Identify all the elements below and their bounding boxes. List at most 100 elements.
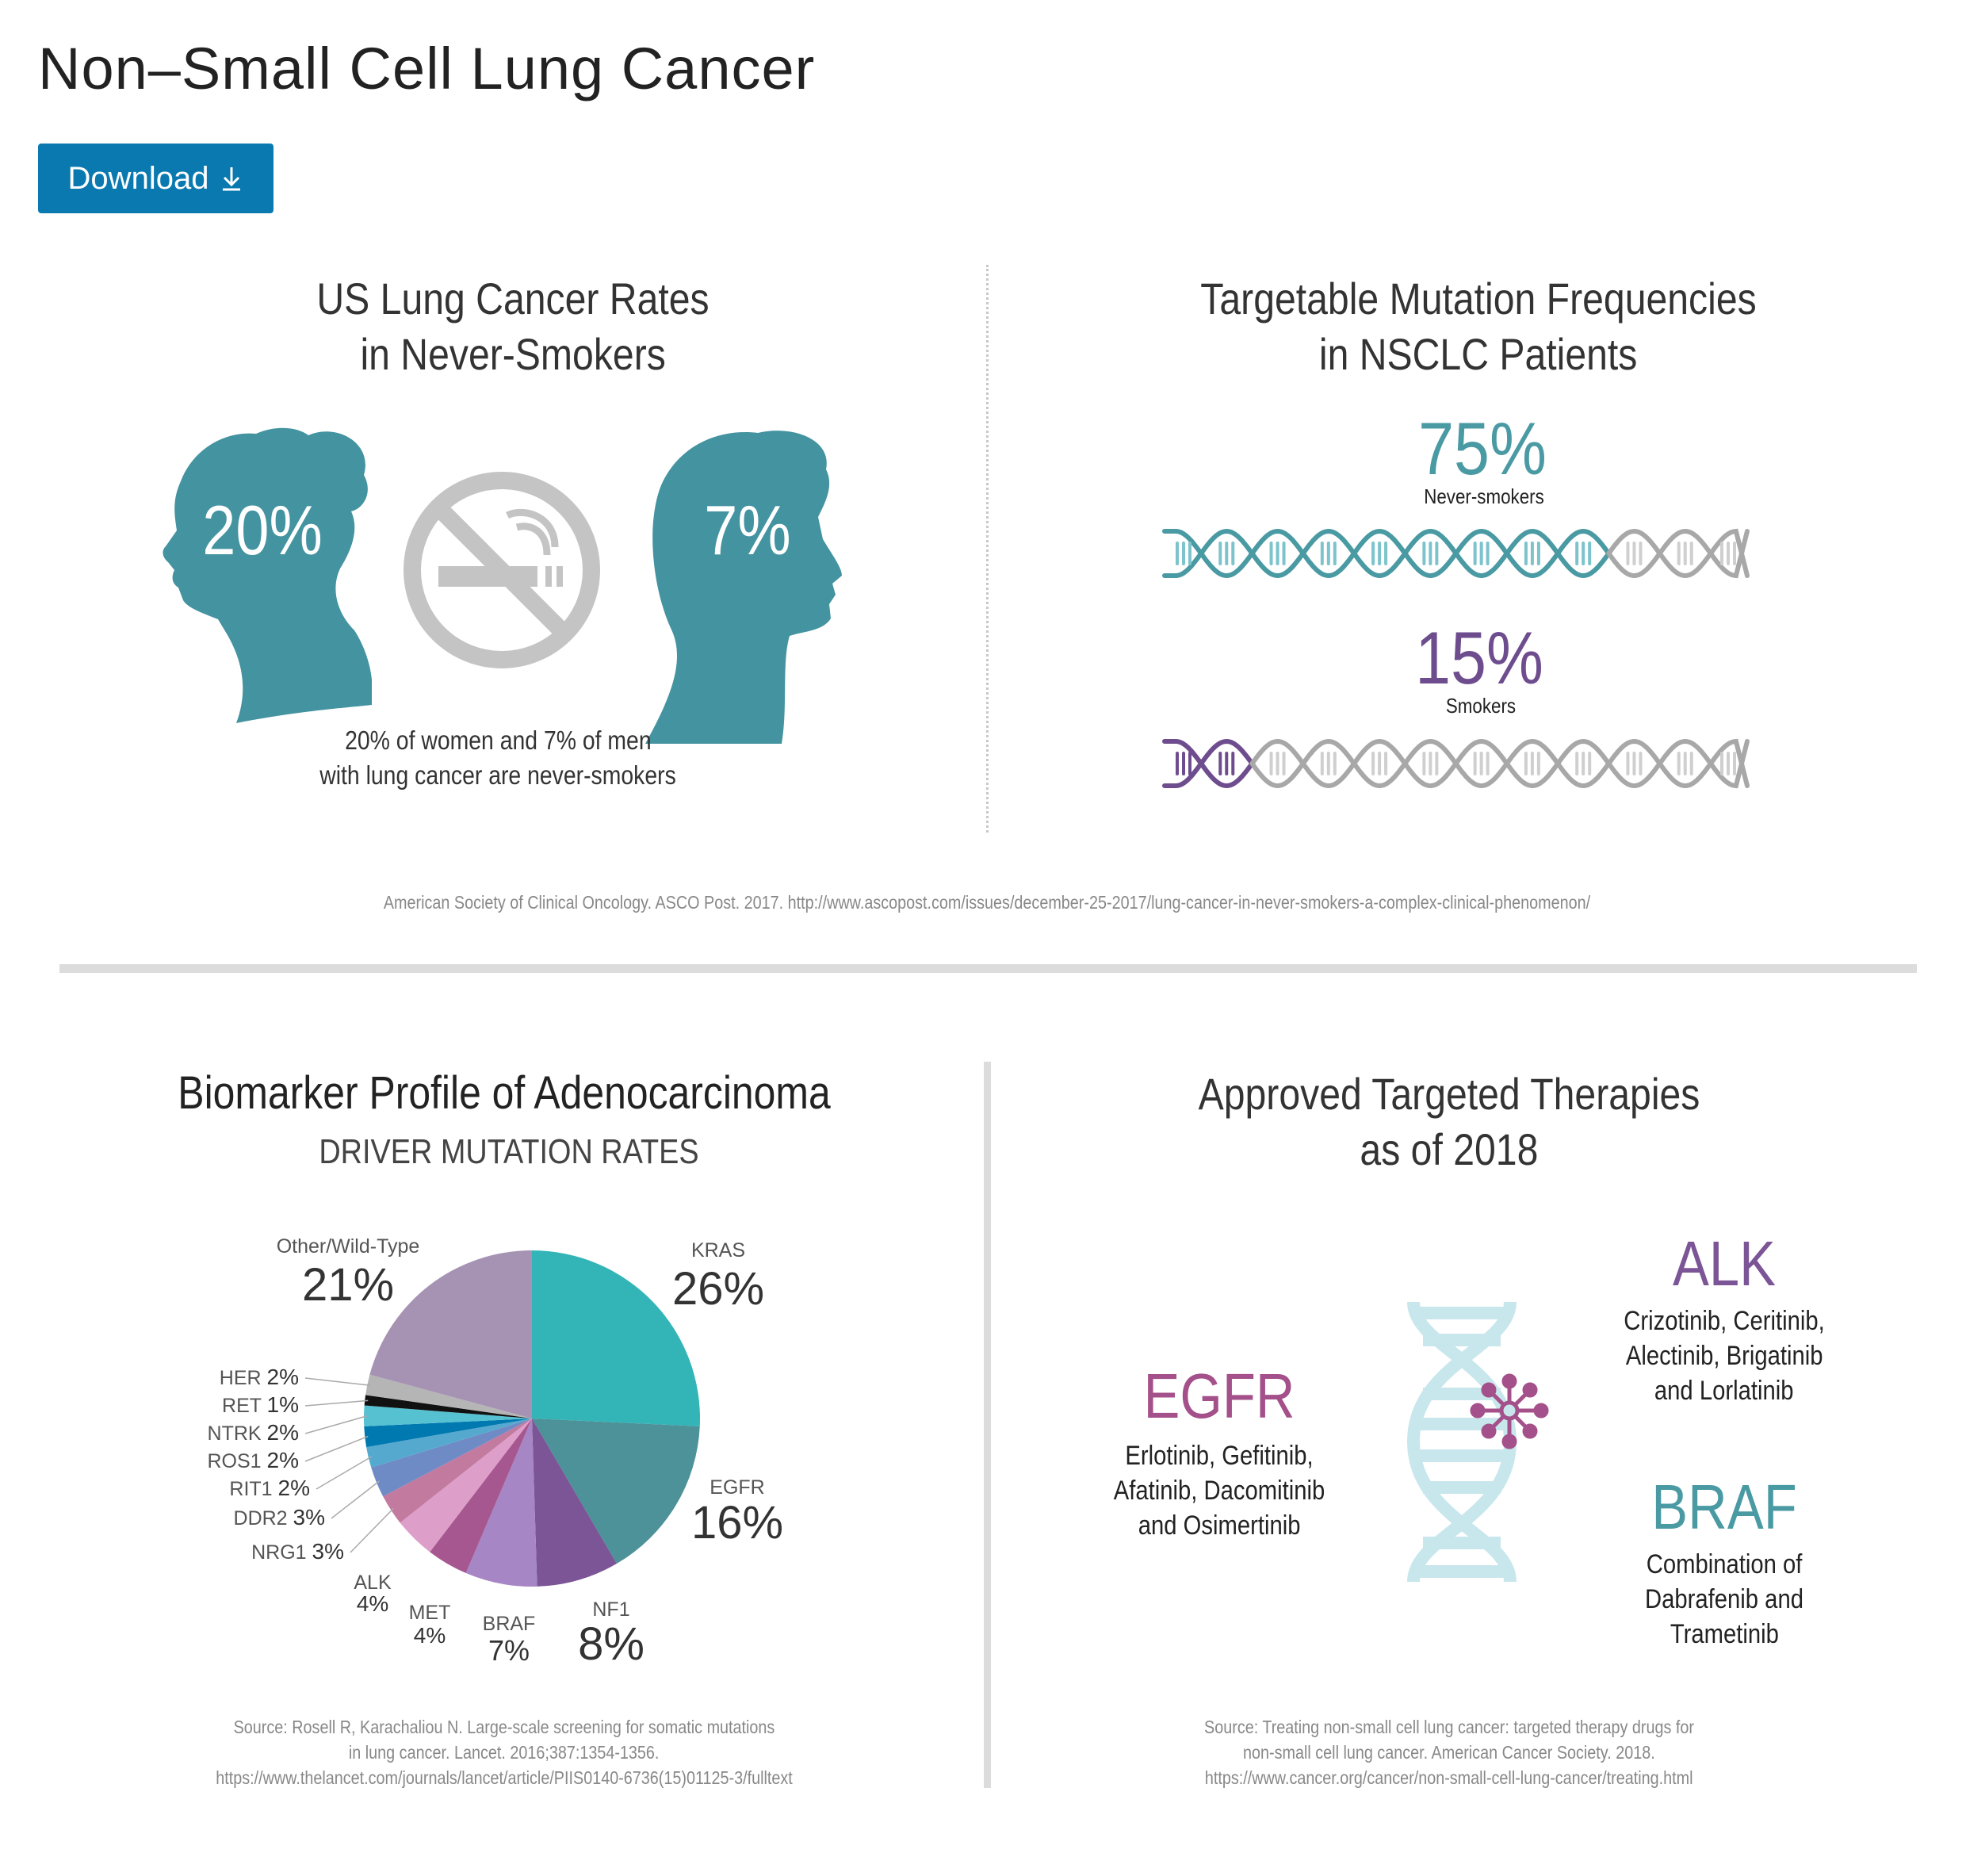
- dna-strand: [1555, 528, 1611, 556]
- pie-label-value: 1%: [267, 1392, 299, 1417]
- source-line: non-small cell lung cancer. American Can…: [1243, 1742, 1655, 1763]
- text: 15%: [1415, 616, 1543, 699]
- dna-strand: [1504, 761, 1560, 789]
- never-smokers-label: Never-smokers: [1414, 484, 1554, 509]
- dna-strand: [1162, 739, 1203, 766]
- pie-label-name: NTRK: [208, 1422, 267, 1445]
- title-line: Approved Targeted Therapies: [1198, 1069, 1700, 1119]
- source-line: Source: Treating non-small cell lung can…: [1204, 1717, 1694, 1737]
- source-line: https://www.cancer.org/cancer/non-small-…: [1205, 1767, 1693, 1788]
- pie-label: DDR2 3%: [234, 1505, 325, 1530]
- dna-strand: [1657, 738, 1713, 766]
- text: 20%: [202, 491, 323, 569]
- top-source: American Society of Clinical Oncology. A…: [285, 890, 1689, 915]
- dna-strand: [1606, 738, 1662, 766]
- pie-slice-met: [430, 1418, 532, 1573]
- pie-leader-line: [316, 1456, 373, 1490]
- vertical-divider: [984, 1062, 991, 1788]
- pie-label-value: 21%: [302, 1259, 394, 1311]
- dna-strand: [1402, 528, 1459, 556]
- dotted-divider: [986, 265, 989, 833]
- title-line: US Lung Cancer Rates: [316, 274, 710, 324]
- dna-strand: [1249, 738, 1306, 766]
- dna-strand: [1453, 738, 1509, 766]
- pie-slice-egfr: [532, 1418, 700, 1564]
- pie-label-name: MET: [409, 1602, 451, 1624]
- dna-helix-never-smokers: [1162, 528, 1750, 579]
- dna-strand: [1657, 761, 1713, 789]
- source-line: in lung cancer. Lancet. 2016;387:1354-13…: [349, 1742, 660, 1763]
- pie-label-value: 2%: [267, 1448, 299, 1472]
- therapy-alk-name: ALK: [1664, 1227, 1784, 1300]
- woman-silhouette: [163, 427, 372, 723]
- biomarker-title: Biomarker Profile of Adenocarcinoma: [124, 1066, 883, 1120]
- source-line: https://www.thelancet.com/journals/lance…: [216, 1767, 793, 1788]
- therapy-braf-drugs: Combination of Dabrafenib and Trametinib: [1632, 1547, 1817, 1652]
- pie-label-value: 3%: [312, 1539, 344, 1564]
- dna-strand: [1249, 761, 1306, 789]
- caption-line: with lung cancer are never-smokers: [319, 760, 676, 790]
- text: American Society of Clinical Oncology. A…: [383, 892, 1591, 913]
- pie-leader-line: [304, 1377, 371, 1386]
- dna-strand: [1199, 761, 1255, 789]
- text: Erlotinib, Gefitinib,: [1125, 1441, 1314, 1471]
- therapies-source: Source: Treating non-small cell lung can…: [1165, 1714, 1735, 1790]
- dna-strand: [1708, 739, 1750, 789]
- pie-label-name: EGFR: [710, 1476, 764, 1499]
- therapies-title: Approved Targeted Therapies as of 2018: [1157, 1066, 1741, 1177]
- text: ALK: [1672, 1228, 1777, 1299]
- text: and Lorlatinib: [1654, 1376, 1794, 1406]
- dna-strand: [1162, 761, 1203, 788]
- never-smokers-caption: 20% of women and 7% of men with lung can…: [291, 723, 706, 793]
- dna-strand: [1300, 551, 1356, 579]
- title-line: as of 2018: [1360, 1124, 1539, 1174]
- download-button[interactable]: Download: [38, 144, 273, 213]
- never-smokers-graphics: [163, 427, 842, 744]
- dna-strand: [1249, 551, 1306, 579]
- women-percent: 20%: [193, 490, 332, 571]
- dna-strand: [1300, 528, 1356, 556]
- pie-label-value: 8%: [578, 1618, 644, 1670]
- dna-strand: [1199, 738, 1255, 766]
- pie-label: NTRK 2%: [208, 1420, 299, 1445]
- pie-slice-ddr2: [371, 1418, 532, 1497]
- pie-label-name: NF1: [592, 1598, 629, 1621]
- pie-label: RET 1%: [222, 1392, 299, 1417]
- text: Biomarker Profile of Adenocarcinoma: [178, 1067, 831, 1119]
- pie-label-name: ALK: [354, 1572, 392, 1594]
- dna-helix-smokers: [1162, 738, 1750, 789]
- dna-strand: [1708, 529, 1750, 579]
- dna-strand: [1555, 551, 1611, 579]
- therapy-egfr-name: EGFR: [1131, 1360, 1307, 1433]
- text: Crizotinib, Ceritinib,: [1624, 1306, 1825, 1336]
- pie-label-value: 7%: [488, 1634, 530, 1667]
- dna-strand: [1657, 551, 1713, 579]
- pie-label: ROS1 2%: [208, 1448, 300, 1472]
- therapy-egfr-drugs: Erlotinib, Gefitinib, Afatinib, Dacomiti…: [1096, 1438, 1342, 1543]
- pie-slice-nrg1: [383, 1418, 532, 1523]
- dna-strand: [1504, 738, 1560, 766]
- dna-helix-rows: [1162, 528, 1750, 789]
- dna-strand: [1352, 551, 1407, 579]
- pie-leader-line: [304, 1415, 368, 1434]
- dna-strand: [1162, 551, 1203, 578]
- therapy-braf-name: BRAF: [1639, 1471, 1808, 1544]
- pie-leader-line: [304, 1399, 369, 1407]
- pie-slice-ros1: [364, 1418, 532, 1448]
- pie-slice-ret: [364, 1395, 532, 1418]
- therapy-alk-drugs: Crizotinib, Ceritinib, Alectinib, Brigat…: [1608, 1304, 1842, 1408]
- pie-label-value: 2%: [267, 1420, 299, 1445]
- dna-strand: [1606, 551, 1662, 579]
- dna-strand: [1249, 528, 1306, 556]
- dna-strand: [1199, 528, 1255, 556]
- pie-slice-her: [365, 1374, 532, 1418]
- pie-label-value: 3%: [293, 1505, 325, 1530]
- text: DRIVER MUTATION RATES: [319, 1132, 699, 1171]
- page-title: Non–Small Cell Lung Cancer: [38, 36, 816, 101]
- pie-label-value: 2%: [267, 1365, 299, 1389]
- dna-strand: [1504, 551, 1560, 579]
- text: 7%: [704, 491, 791, 569]
- text: and Osimertinib: [1138, 1510, 1301, 1541]
- dna-strand: [1402, 761, 1459, 789]
